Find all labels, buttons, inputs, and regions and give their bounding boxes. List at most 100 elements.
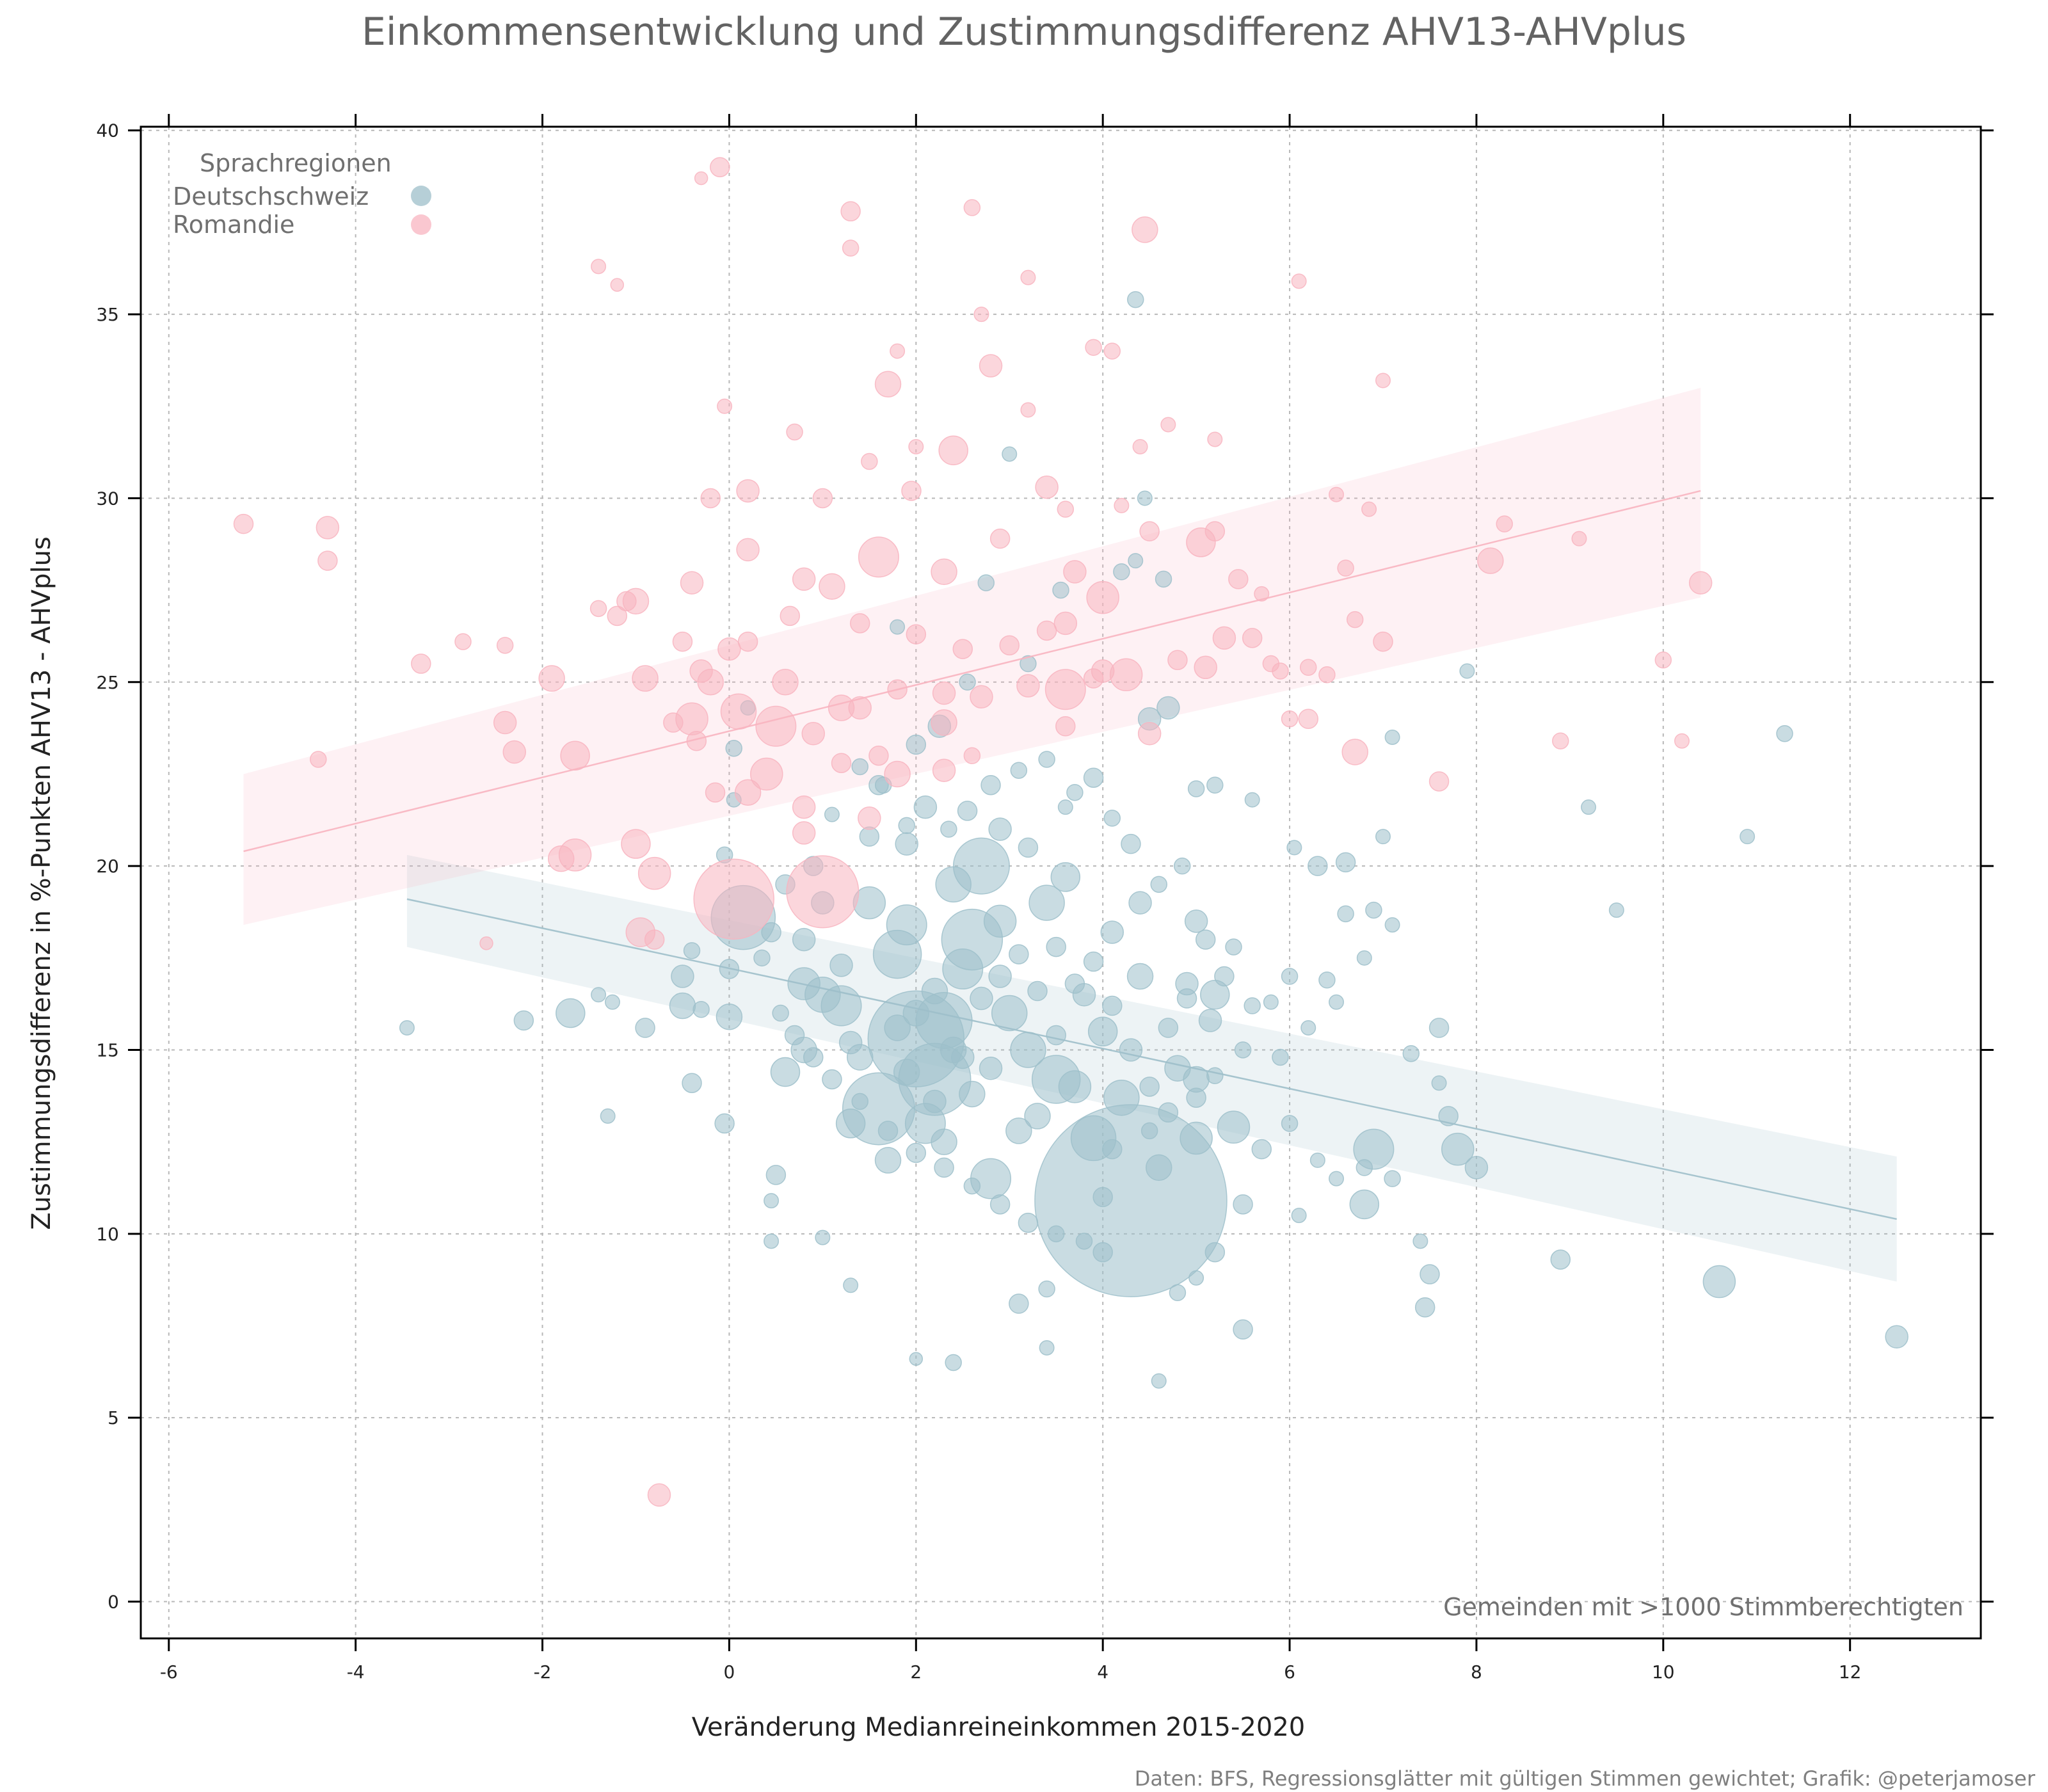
point-deutschschweiz (1349, 1189, 1380, 1220)
point-romandie (493, 710, 517, 735)
legend: Sprachregionen Deutschschweiz Romandie (173, 149, 431, 239)
point-deutschschweiz (1158, 1102, 1179, 1123)
point-deutschschweiz (1052, 581, 1069, 599)
point-romandie (890, 343, 906, 359)
point-deutschschweiz (838, 1030, 863, 1055)
point-deutschschweiz (1608, 902, 1624, 918)
point-deutschschweiz (898, 817, 915, 835)
point-romandie (1020, 402, 1036, 418)
point-deutschschweiz (1038, 751, 1055, 768)
point-deutschschweiz (1187, 780, 1205, 797)
point-deutschschweiz (1058, 1070, 1092, 1103)
point-deutschschweiz (1281, 1115, 1299, 1132)
point-deutschschweiz (959, 673, 976, 691)
point-romandie (717, 637, 741, 661)
point-romandie (1103, 342, 1121, 360)
point-deutschschweiz (1009, 1293, 1029, 1314)
point-deutschschweiz (983, 904, 1017, 938)
point-deutschschweiz (1126, 963, 1154, 990)
point-deutschschweiz (770, 1057, 801, 1087)
point-romandie (560, 740, 590, 771)
point-deutschschweiz (1885, 1325, 1908, 1348)
point-romandie (1299, 659, 1317, 676)
point-romandie (792, 795, 816, 819)
point-romandie (1254, 586, 1270, 602)
point-romandie (502, 740, 527, 764)
regression-line-romandie (243, 490, 1701, 852)
point-deutschschweiz (1010, 1032, 1046, 1068)
point-deutschschweiz (1438, 1106, 1459, 1126)
point-deutschschweiz (1281, 968, 1299, 985)
point-deutschschweiz (1335, 852, 1356, 873)
point-romandie (842, 239, 860, 257)
point-deutschschweiz (1005, 1117, 1032, 1144)
point-deutschschweiz (1356, 950, 1372, 966)
point-deutschschweiz (1158, 1018, 1179, 1038)
point-romandie (840, 201, 861, 221)
point-romandie (1160, 417, 1176, 433)
point-deutschschweiz (1155, 570, 1172, 588)
point-deutschschweiz (1173, 857, 1191, 875)
point-deutschschweiz (1384, 917, 1400, 933)
point-deutschschweiz (1102, 1139, 1123, 1160)
point-deutschschweiz (1128, 553, 1144, 569)
x-tick-label: -4 (347, 1661, 365, 1683)
point-romandie (694, 171, 708, 186)
y-tick-label: 0 (108, 1592, 119, 1613)
point-deutschschweiz (1009, 944, 1029, 964)
point-romandie (710, 157, 730, 177)
point-romandie (1291, 273, 1307, 289)
axis-ticks: -6 -4 -2 0 2 4 6 8 10 12 0 5 10 15 20 25 30 35 40 (96, 114, 1994, 1683)
point-romandie (932, 681, 956, 705)
point-deutschschweiz (874, 1147, 902, 1174)
point-romandie (1654, 652, 1672, 669)
point-deutschschweiz (764, 1233, 780, 1249)
y-tick-label: 15 (96, 1039, 119, 1060)
point-deutschschweiz (1092, 1187, 1113, 1208)
point-romandie (963, 199, 981, 216)
confidence-band-romandie (243, 388, 1701, 925)
point-deutschschweiz (977, 574, 995, 591)
point-deutschschweiz (1251, 1139, 1272, 1160)
source-credit: Daten: BFS, Regressionsglätter mit gülti… (1135, 1766, 2036, 1791)
regression-lines (243, 490, 1897, 1220)
point-deutschschweiz (1402, 1044, 1420, 1062)
chart-title: Einkommensentwicklung und Zustimmungsdif… (362, 10, 1686, 54)
point-deutschschweiz (991, 995, 1028, 1032)
point-romandie (607, 605, 628, 627)
point-romandie (750, 757, 783, 791)
point-deutschschweiz (1083, 767, 1104, 788)
point-deutschschweiz (556, 998, 586, 1028)
point-romandie (908, 438, 924, 454)
x-tick-label: 12 (1839, 1661, 1862, 1683)
point-deutschschweiz (753, 949, 771, 967)
point-deutschschweiz (1375, 829, 1391, 845)
point-deutschschweiz (1127, 291, 1144, 308)
point-deutschschweiz (1204, 1242, 1226, 1263)
point-romandie (1057, 500, 1075, 518)
point-deutschschweiz (1057, 799, 1073, 815)
point-deutschschweiz (989, 1194, 1011, 1215)
point-romandie (1361, 501, 1377, 517)
point-romandie (938, 435, 968, 465)
point-deutschschweiz (1464, 1156, 1489, 1180)
point-deutschschweiz (1459, 663, 1475, 679)
point-romandie (812, 488, 833, 509)
point-deutschschweiz (1047, 1225, 1065, 1243)
point-romandie (1228, 569, 1249, 589)
regression-line-deutschschweiz (406, 898, 1897, 1220)
point-deutschschweiz (1384, 729, 1400, 745)
y-tick-label: 5 (108, 1407, 119, 1428)
point-deutschschweiz (1244, 792, 1260, 808)
point-deutschschweiz (1064, 973, 1085, 994)
point-deutschschweiz (851, 758, 868, 776)
point-deutschschweiz (1066, 783, 1084, 801)
point-deutschschweiz (1103, 810, 1121, 827)
point-romandie (1020, 269, 1036, 285)
point-deutschschweiz (1308, 856, 1328, 876)
point-romandie (1341, 739, 1368, 765)
point-deutschschweiz (1100, 920, 1124, 944)
point-romandie (1137, 721, 1162, 746)
point-deutschschweiz (1050, 862, 1081, 892)
point-deutschschweiz (1206, 1067, 1224, 1084)
